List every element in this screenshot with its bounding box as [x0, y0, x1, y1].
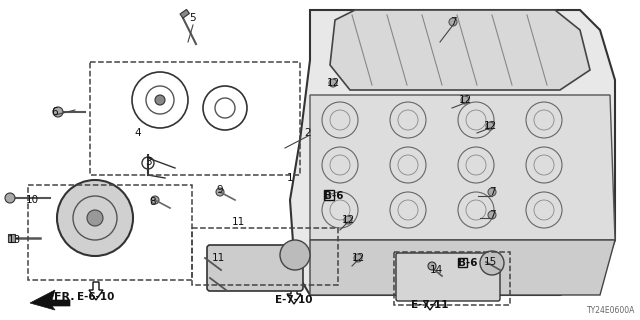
Text: 7: 7 [489, 210, 495, 220]
Text: 7: 7 [489, 187, 495, 197]
Circle shape [329, 79, 337, 87]
Circle shape [428, 262, 436, 270]
Circle shape [480, 251, 504, 275]
Text: 5: 5 [189, 13, 196, 23]
Circle shape [344, 216, 352, 224]
Polygon shape [290, 10, 615, 295]
Text: 9: 9 [217, 185, 223, 195]
Polygon shape [310, 95, 615, 240]
Circle shape [280, 240, 310, 270]
Text: E-7-10: E-7-10 [275, 295, 313, 305]
Text: 15: 15 [483, 257, 497, 267]
Circle shape [461, 96, 469, 104]
Text: E-6-10: E-6-10 [77, 292, 115, 302]
Text: 13: 13 [8, 235, 20, 245]
Circle shape [57, 180, 133, 256]
Circle shape [449, 18, 457, 26]
Text: 4: 4 [134, 128, 141, 138]
Bar [192, 228, 338, 285]
Bar [28, 185, 192, 280]
Text: B-6: B-6 [458, 258, 477, 268]
Circle shape [488, 188, 496, 196]
Bar [180, 9, 189, 18]
Text: 12: 12 [351, 253, 365, 263]
Text: FR.: FR. [54, 292, 74, 302]
Circle shape [87, 210, 103, 226]
Circle shape [486, 122, 494, 130]
Text: 6: 6 [52, 107, 58, 117]
Circle shape [155, 95, 165, 105]
FancyBboxPatch shape [396, 253, 500, 301]
Text: TY24E0600A: TY24E0600A [587, 306, 635, 315]
Text: 12: 12 [483, 121, 497, 131]
Circle shape [151, 196, 159, 204]
Text: 14: 14 [429, 265, 443, 275]
Bar [8, 234, 15, 242]
Text: E-7-11: E-7-11 [412, 300, 449, 310]
Circle shape [488, 211, 496, 219]
Bar [458, 258, 467, 267]
Text: 3: 3 [145, 157, 151, 167]
Circle shape [5, 193, 15, 203]
Text: 1: 1 [287, 173, 293, 183]
Text: 8: 8 [150, 197, 156, 207]
Polygon shape [30, 290, 70, 310]
Text: 12: 12 [341, 215, 355, 225]
Text: 11: 11 [232, 217, 244, 227]
Circle shape [53, 107, 63, 117]
FancyBboxPatch shape [207, 245, 303, 291]
Text: 12: 12 [326, 78, 340, 88]
Bar [394, 252, 510, 305]
Polygon shape [310, 240, 615, 295]
Bar [90, 62, 300, 175]
Bar [324, 190, 334, 200]
Text: 11: 11 [211, 253, 225, 263]
Text: 10: 10 [26, 195, 38, 205]
Text: 12: 12 [458, 95, 472, 105]
Text: B-6: B-6 [324, 191, 344, 201]
Text: 2: 2 [305, 128, 311, 138]
Text: 7: 7 [450, 17, 456, 27]
Circle shape [354, 254, 362, 262]
Polygon shape [330, 10, 590, 90]
Circle shape [216, 188, 224, 196]
